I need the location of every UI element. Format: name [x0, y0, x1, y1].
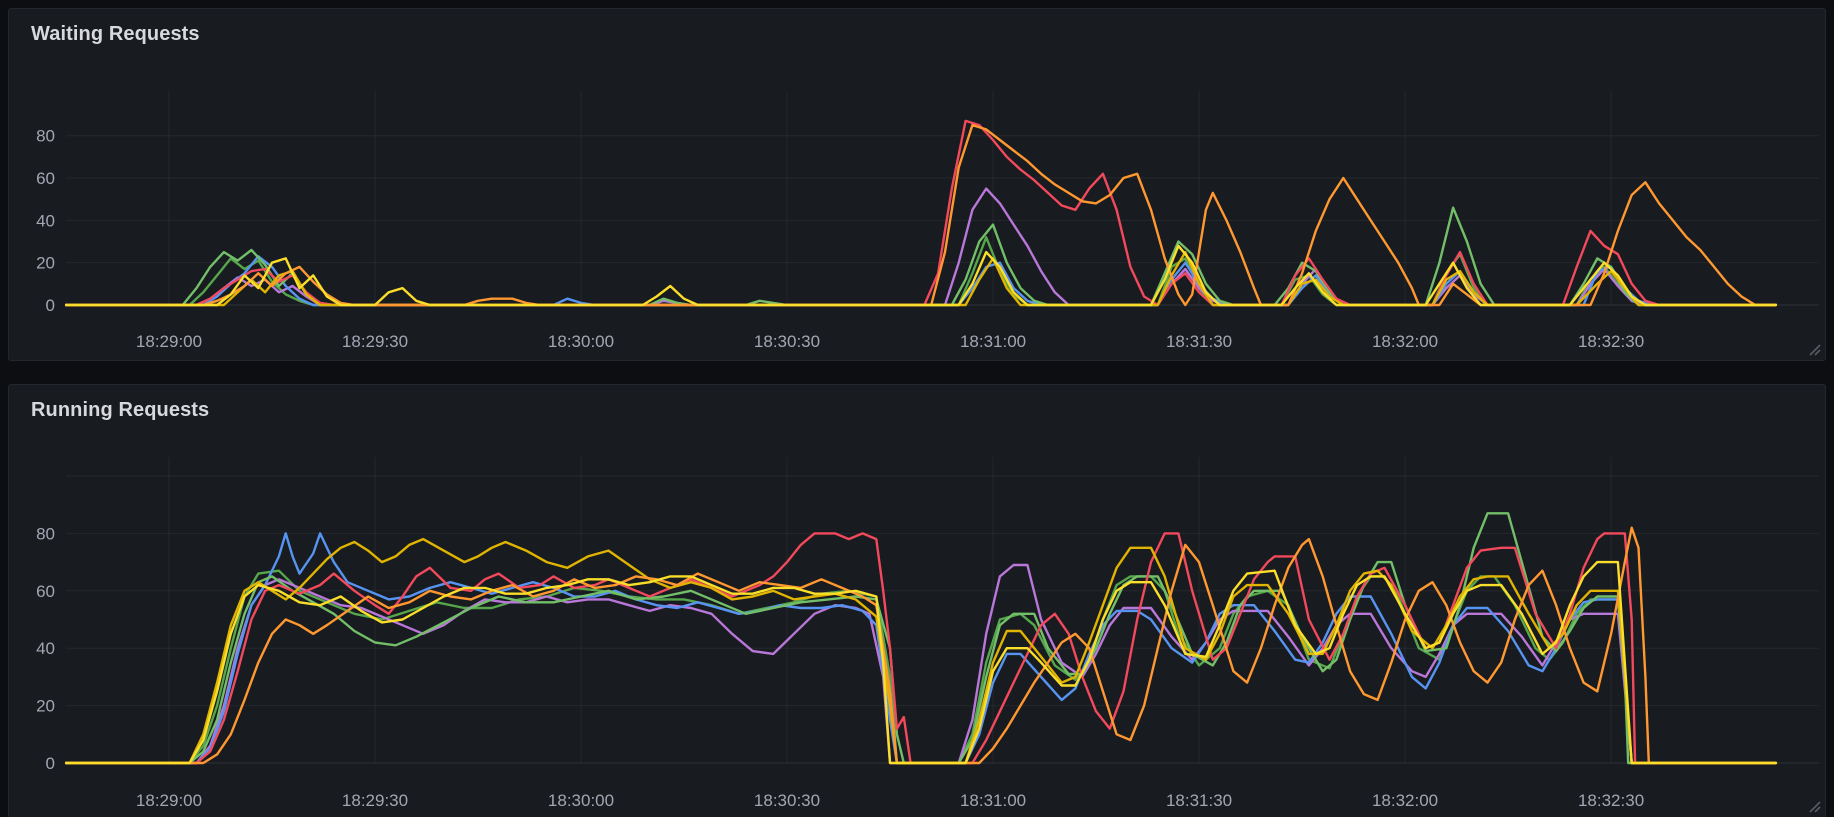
- y-tick-label: 60: [36, 582, 55, 601]
- x-tick-label: 18:32:30: [1578, 791, 1644, 810]
- series-dark-green-line: [65, 236, 1778, 307]
- x-tick-label: 18:32:00: [1372, 332, 1438, 351]
- series-dark-green-line: [65, 569, 1778, 765]
- series-purple-line: [65, 187, 1778, 307]
- x-tick-label: 18:30:30: [754, 791, 820, 810]
- x-tick-label: 18:29:00: [136, 791, 202, 810]
- series-blue-line: [65, 255, 1778, 307]
- waiting-requests-chart[interactable]: 0 20 40 60 80 18:29:00 18:29:30 18:30:00 18:30:3…: [9, 9, 1825, 360]
- series-group: [65, 512, 1778, 765]
- y-tick-label: 40: [36, 639, 55, 658]
- series-orange-line: [65, 123, 1778, 307]
- y-tick-label: 80: [36, 127, 55, 146]
- x-tick-label: 18:30:30: [754, 332, 820, 351]
- y-tick-label: 40: [36, 211, 55, 230]
- running-requests-plot: 0 20 40 60 80 18:29:00 18:29:30 18:30:00 18:30:3…: [36, 457, 1819, 810]
- series-group: [65, 119, 1778, 307]
- y-tick-label: 20: [36, 697, 55, 716]
- series-red-line: [65, 119, 1778, 307]
- y-tick-label: 60: [36, 169, 55, 188]
- panel-title[interactable]: Running Requests: [31, 399, 210, 421]
- panel-running-requests: Running Requests 0 20 40 60 80 18:29:00 18:29:…: [8, 384, 1826, 817]
- panel-title[interactable]: Waiting Requests: [31, 23, 200, 45]
- x-tick-label: 18:30:00: [548, 332, 614, 351]
- x-tick-label: 18:31:00: [960, 791, 1026, 810]
- y-tick-label: 0: [46, 296, 55, 315]
- series-green-line: [65, 512, 1778, 765]
- panel-header: Running Requests: [31, 399, 209, 422]
- x-tick-label: 18:29:30: [342, 332, 408, 351]
- series-yellow-line: [65, 560, 1778, 765]
- panel-waiting-requests: Waiting Requests 0 20 40 60 80 18:29:00 18:29:…: [8, 8, 1826, 361]
- panel-resize-handle[interactable]: [1807, 342, 1821, 356]
- x-tick-label: 18:29:00: [136, 332, 202, 351]
- x-tick-label: 18:29:30: [342, 791, 408, 810]
- x-tick-label: 18:31:00: [960, 332, 1026, 351]
- x-tick-label: 18:30:00: [548, 791, 614, 810]
- series-purple-line: [65, 563, 1778, 765]
- series-yellow-line: [65, 244, 1778, 307]
- y-tick-label: 80: [36, 524, 55, 543]
- y-tick-label: 0: [46, 754, 55, 773]
- x-tick-label: 18:32:00: [1372, 791, 1438, 810]
- waiting-requests-plot: 0 20 40 60 80 18:29:00 18:29:30 18:30:00 18:30:3…: [36, 91, 1819, 351]
- y-tick-label: 20: [36, 254, 55, 273]
- x-tick-label: 18:31:30: [1166, 791, 1232, 810]
- x-tick-label: 18:31:30: [1166, 332, 1232, 351]
- running-requests-chart[interactable]: 0 20 40 60 80 18:29:00 18:29:30 18:30:00 18:30:3…: [9, 385, 1825, 817]
- panel-header: Waiting Requests: [31, 23, 200, 46]
- x-tick-label: 18:32:30: [1578, 332, 1644, 351]
- panel-resize-handle[interactable]: [1807, 799, 1821, 813]
- series-gold-line: [65, 250, 1778, 307]
- series-orange-line: [65, 526, 1778, 765]
